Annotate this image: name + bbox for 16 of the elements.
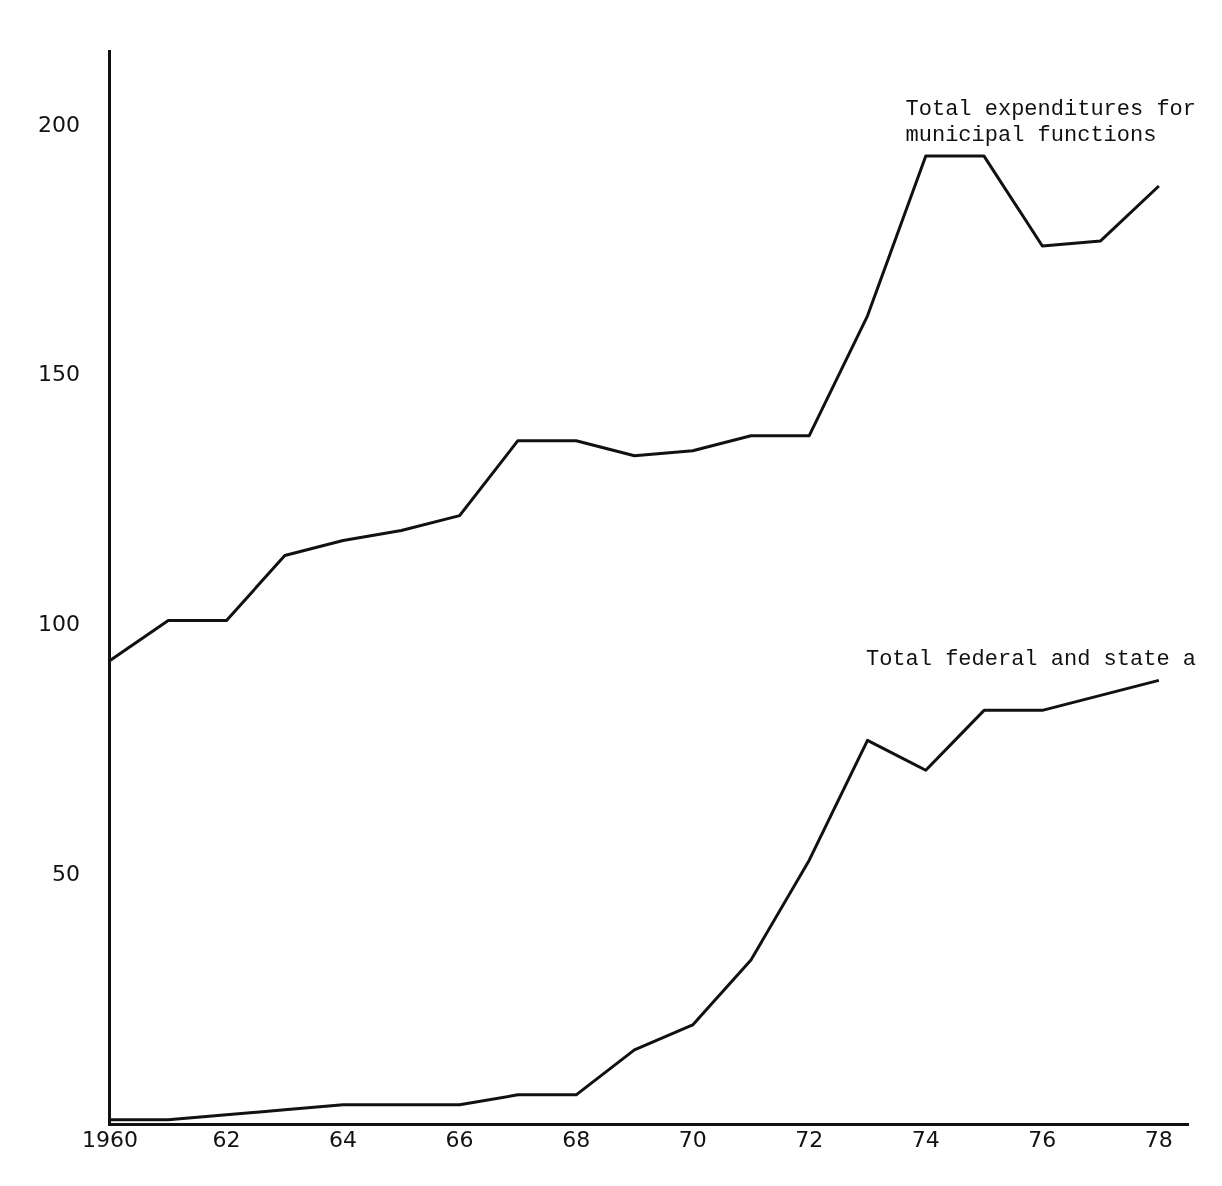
x-tick-label: 68: [562, 1126, 591, 1152]
series-label: Total federal and state a: [865, 647, 1197, 673]
y-tick-label: 150: [37, 361, 80, 387]
x-tick-label: 72: [795, 1126, 824, 1152]
x-tick-label: 76: [1028, 1126, 1057, 1152]
y-tick-label: 50: [51, 860, 80, 886]
x-tick-label: 70: [678, 1126, 707, 1152]
series-label: Total expenditures for municipal functions: [905, 96, 1197, 148]
x-tick-label: 64: [329, 1126, 358, 1152]
x-tick-label: 74: [911, 1126, 940, 1152]
y-tick-label: 100: [37, 611, 80, 637]
y-tick-label: 200: [37, 111, 80, 137]
x-tick-label: 78: [1144, 1126, 1173, 1152]
x-tick-label: 62: [212, 1126, 241, 1152]
x-tick-label: 66: [445, 1126, 474, 1152]
x-tick-label: 1960: [81, 1126, 138, 1152]
